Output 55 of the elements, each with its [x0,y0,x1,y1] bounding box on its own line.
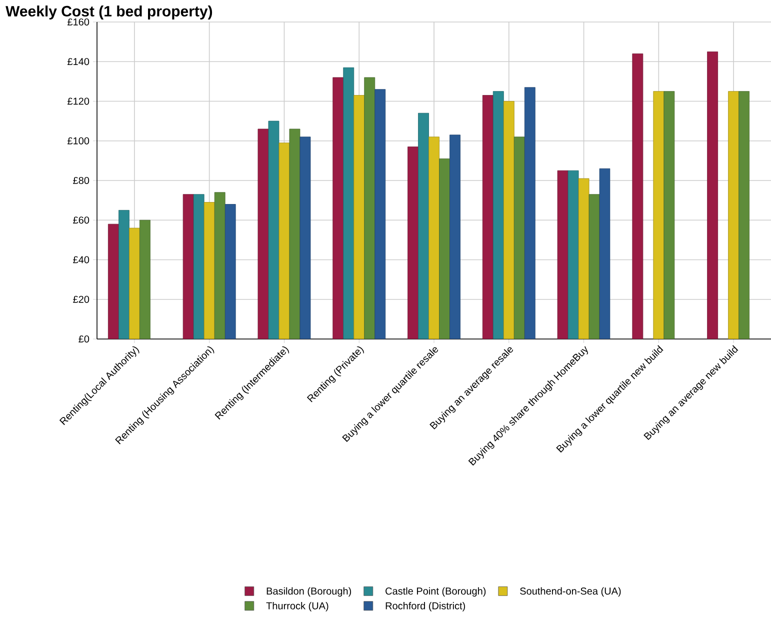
y-tick-label: £40 [73,256,90,264]
bar [364,77,376,339]
bar [193,194,204,339]
legend-label: Rochford (District) [386,602,465,612]
bar [140,220,150,339]
bar [354,95,365,339]
bar [289,128,300,339]
bar [568,170,579,339]
y-tick-label: £120 [68,98,90,105]
bar [557,170,568,339]
bar [450,134,460,339]
y-tick-label: £60 [73,216,90,224]
bar [268,120,280,339]
bar [588,194,600,339]
bar [224,204,236,339]
bar [653,91,664,339]
legend-label: Basildon (Borough) [266,587,352,597]
bar [129,228,140,339]
y-tick-label: £20 [73,296,90,303]
bar [728,91,740,339]
bar [524,87,536,339]
bar [707,52,718,339]
legend-label: Thurrock (UA) [266,602,328,612]
bar [664,91,675,339]
bar [332,77,344,339]
chart-title: Weekly Cost (1 bed property) [6,6,212,20]
bar [408,146,418,339]
y-tick-label: £80 [73,176,90,184]
bar [118,210,130,339]
bar [514,136,525,339]
y-tick-label: £100 [68,137,90,144]
y-tick-label: £160 [68,18,90,26]
bar [503,101,514,339]
bar [482,95,494,339]
bar [278,142,290,339]
y-tick-label: £140 [68,58,90,66]
bar [300,136,311,339]
bar [108,224,119,339]
bar [738,91,750,339]
bar [374,89,386,339]
legend-label: Southend-on-Sea (UA) [520,587,621,597]
bar [343,67,354,339]
bar [428,136,440,339]
y-tick-label: £0 [78,335,90,343]
bar [418,112,429,339]
bar [599,168,610,339]
bar [439,158,450,339]
bar [632,53,644,339]
bar [204,202,215,339]
bar [182,194,194,339]
bar [578,178,590,339]
bar [214,192,226,339]
bar [492,91,504,339]
legend-label: Castle Point (Borough) [386,587,486,597]
bar [258,128,269,339]
